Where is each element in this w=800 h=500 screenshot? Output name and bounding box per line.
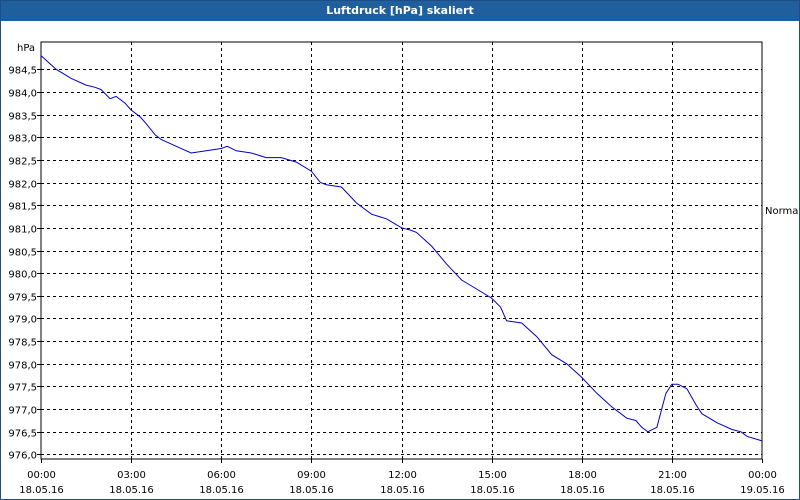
x-tick-time-label: 03:00 bbox=[117, 470, 146, 481]
x-axis: 00:00 18.05.16 03:00 18.05.16 06:00 18.05.16 0… bbox=[19, 459, 785, 496]
y-tick-label: 978,5 bbox=[8, 338, 37, 349]
y-tick-label: 978,0 bbox=[8, 361, 37, 372]
y-tick-label: 977,5 bbox=[8, 383, 37, 394]
normal-label: Normal bbox=[765, 206, 799, 217]
y-tick-label: 976,0 bbox=[8, 451, 37, 462]
x-tick-date-label: 18.05.16 bbox=[560, 485, 605, 496]
x-tick-date-label: 18.05.16 bbox=[380, 485, 425, 496]
y-tick-label: 980,0 bbox=[8, 270, 37, 281]
y-tick-label: 983,0 bbox=[8, 134, 37, 145]
x-tick-time-label: 06:00 bbox=[207, 470, 236, 481]
chart-title: Luftdruck [hPa] skaliert bbox=[1, 1, 799, 21]
x-tick-time-label: 15:00 bbox=[478, 470, 507, 481]
y-axis: 984,5 984,0 983,5 983,0 982,5 982,0 981,5 981,0… bbox=[8, 66, 41, 462]
y-tick-label: 980,5 bbox=[8, 248, 37, 259]
x-tick-time-label: 21:00 bbox=[658, 470, 687, 481]
x-tick-date-label: 18.05.16 bbox=[199, 485, 244, 496]
pressure-series-line bbox=[40, 55, 763, 442]
grid bbox=[41, 42, 762, 459]
x-tick-date-label: 18.05.16 bbox=[289, 485, 334, 496]
x-tick-date-label: 18.05.16 bbox=[19, 485, 64, 496]
x-tick-time-label: 12:00 bbox=[388, 470, 417, 481]
y-tick-label: 976,5 bbox=[8, 429, 37, 440]
y-tick-label: 979,5 bbox=[8, 293, 37, 304]
x-tick-time-label: 18:00 bbox=[568, 470, 597, 481]
x-tick-time-label: 00:00 bbox=[748, 470, 777, 481]
x-tick-date-label: 19.05.16 bbox=[740, 485, 785, 496]
y-tick-label: 981,0 bbox=[8, 225, 37, 236]
y-tick-label: 979,0 bbox=[8, 315, 37, 326]
y-tick-label: 982,0 bbox=[8, 180, 37, 191]
x-tick-date-label: 18.05.16 bbox=[650, 485, 695, 496]
plot-area bbox=[40, 41, 763, 460]
x-tick-time-label: 09:00 bbox=[297, 470, 326, 481]
y-tick-label: 983,5 bbox=[8, 112, 37, 123]
x-tick-time-label: 00:00 bbox=[27, 470, 56, 481]
pressure-chart: 984,5 984,0 983,5 983,0 982,5 982,0 981,5 981,0… bbox=[8, 41, 799, 496]
series-layer bbox=[40, 55, 763, 442]
x-tick-date-label: 18.05.16 bbox=[109, 485, 154, 496]
y-tick-label: 982,5 bbox=[8, 157, 37, 168]
y-tick-label: 984,5 bbox=[8, 66, 37, 77]
y-tick-label: 977,0 bbox=[8, 406, 37, 417]
y-axis-unit-label: hPa bbox=[17, 43, 35, 54]
y-tick-label: 981,5 bbox=[8, 202, 37, 213]
y-tick-label: 984,0 bbox=[8, 89, 37, 100]
x-tick-date-label: 18.05.16 bbox=[470, 485, 515, 496]
